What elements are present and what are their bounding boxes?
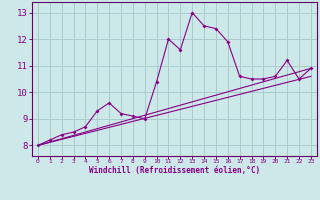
X-axis label: Windchill (Refroidissement éolien,°C): Windchill (Refroidissement éolien,°C) — [89, 166, 260, 175]
